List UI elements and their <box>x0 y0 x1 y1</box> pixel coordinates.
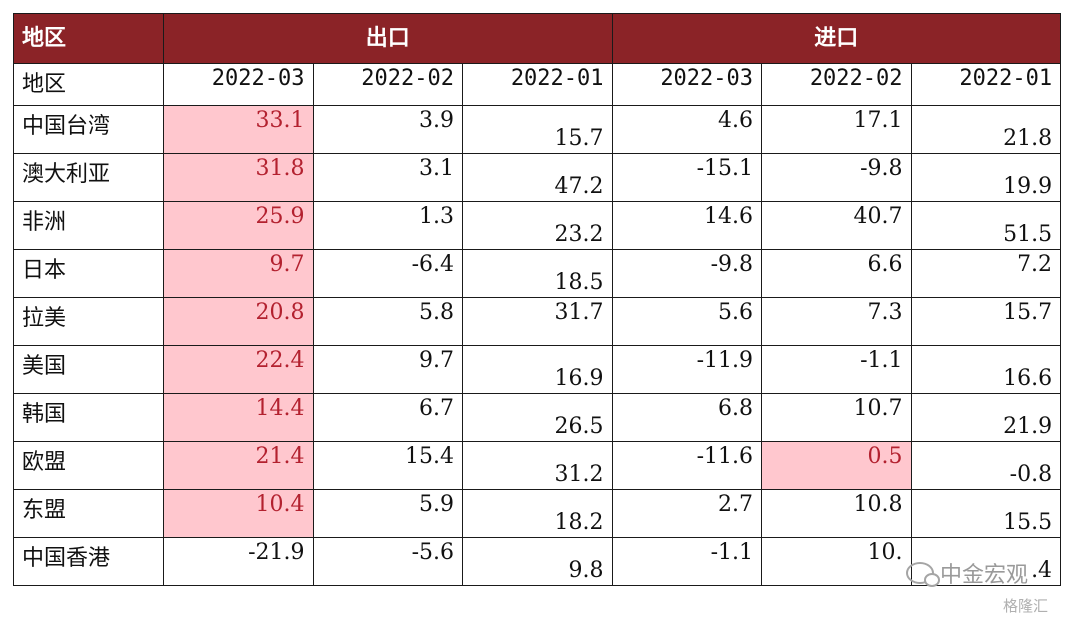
value-cell: 26.5 <box>462 393 613 442</box>
table-row: 韩国 14.4 6.7 26.5 6.8 10.7 21.9 <box>13 393 1062 442</box>
table-row: 拉美 20.8 5.8 31.7 5.6 7.3 15.7 <box>13 297 1062 346</box>
region-cell: 非洲 <box>13 201 164 250</box>
value-cell: 15.7 <box>462 105 613 154</box>
table-row: 日本 9.7 -6.4 18.5 -9.8 6.6 7.2 <box>13 249 1062 298</box>
value-cell: 10.7 <box>761 393 912 442</box>
value-cell: 10. <box>761 537 912 586</box>
value-cell: 4.6 <box>611 105 763 154</box>
value-cell: 18.2 <box>462 489 613 538</box>
header-region: 地区 <box>13 13 164 64</box>
value-cell: 19.9 <box>910 153 1062 202</box>
value-cell: 47.2 <box>462 153 613 202</box>
value-cell: 22.4 <box>163 345 314 394</box>
subheader-row: 地区 2022-03 2022-02 2022-01 2022-03 2022-… <box>13 63 1062 106</box>
region-cell: 欧盟 <box>13 441 164 490</box>
value-cell: 0.5 <box>761 441 912 490</box>
table-row: 美国 22.4 9.7 16.9 -11.9 -1.1 16.6 <box>13 345 1062 394</box>
subheader-date: 2022-03 <box>163 63 314 106</box>
value-cell: 10.8 <box>761 489 912 538</box>
value-cell: 6.6 <box>761 249 912 298</box>
value-cell: 7.3 <box>761 297 912 346</box>
value-cell: 16.9 <box>462 345 613 394</box>
value-cell: -9.8 <box>761 153 912 202</box>
subheader-date: 2022-02 <box>312 63 463 106</box>
region-cell: 东盟 <box>13 489 164 538</box>
table-row: 东盟 10.4 5.9 18.2 2.7 10.8 15.5 <box>13 489 1062 538</box>
subheader-region: 地区 <box>13 63 164 106</box>
region-cell: 日本 <box>13 249 164 298</box>
value-cell: 7.2 <box>910 249 1062 298</box>
value-cell: 18.5 <box>462 249 613 298</box>
value-cell: .4 <box>910 537 1062 586</box>
table-row: 中国香港 -21.9 -5.6 9.8 -1.1 10. .4 <box>13 537 1062 586</box>
data-table-container: 地区 出口 进口 地区 2022-03 2022-02 2022-01 2022… <box>13 13 1062 586</box>
value-cell: 31.8 <box>163 153 314 202</box>
value-cell: -1.1 <box>611 537 763 586</box>
table-row: 欧盟 21.4 15.4 31.2 -11.6 0.5 -0.8 <box>13 441 1062 490</box>
table-row: 非洲 25.9 1.3 23.2 14.6 40.7 51.5 <box>13 201 1062 250</box>
value-cell: -1.1 <box>761 345 912 394</box>
region-cell: 拉美 <box>13 297 164 346</box>
region-cell: 澳大利亚 <box>13 153 164 202</box>
table-row: 澳大利亚 31.8 3.1 47.2 -15.1 -9.8 19.9 <box>13 153 1062 202</box>
value-cell: 10.4 <box>163 489 314 538</box>
value-cell: 15.4 <box>312 441 463 490</box>
value-cell: -0.8 <box>910 441 1062 490</box>
value-cell: 9.7 <box>163 249 314 298</box>
value-cell: -11.9 <box>611 345 763 394</box>
value-cell: 21.8 <box>910 105 1062 154</box>
value-cell: 14.4 <box>163 393 314 442</box>
value-cell: 23.2 <box>462 201 613 250</box>
region-cell: 中国香港 <box>13 537 164 586</box>
value-cell: 2.7 <box>611 489 763 538</box>
value-cell: 5.6 <box>611 297 763 346</box>
header-row: 地区 出口 进口 <box>13 13 1062 64</box>
value-cell: 15.7 <box>910 297 1062 346</box>
value-cell: -5.6 <box>312 537 463 586</box>
value-cell: 9.7 <box>312 345 463 394</box>
value-cell: -15.1 <box>611 153 763 202</box>
subheader-date: 2022-01 <box>462 63 613 106</box>
value-cell: 17.1 <box>761 105 912 154</box>
value-cell: 40.7 <box>761 201 912 250</box>
value-cell: -11.6 <box>611 441 763 490</box>
value-cell: 9.8 <box>462 537 613 586</box>
value-cell: 6.7 <box>312 393 463 442</box>
table-row: 中国台湾 33.1 3.9 15.7 4.6 17.1 21.8 <box>13 105 1062 154</box>
value-cell: 20.8 <box>163 297 314 346</box>
trade-growth-table: 地区 出口 进口 地区 2022-03 2022-02 2022-01 2022… <box>13 13 1062 586</box>
region-cell: 中国台湾 <box>13 105 164 154</box>
value-cell: -21.9 <box>163 537 314 586</box>
subheader-date: 2022-01 <box>910 63 1062 106</box>
watermark-logo-text: 格隆汇 <box>1003 597 1049 615</box>
value-cell: 6.8 <box>611 393 763 442</box>
value-cell: 15.5 <box>910 489 1062 538</box>
subheader-date: 2022-02 <box>761 63 912 106</box>
value-cell: 31.7 <box>462 297 613 346</box>
header-import: 进口 <box>611 13 1062 64</box>
region-cell: 韩国 <box>13 393 164 442</box>
header-export: 出口 <box>163 13 613 64</box>
value-cell: 33.1 <box>163 105 314 154</box>
value-cell: 14.6 <box>611 201 763 250</box>
value-cell: -9.8 <box>611 249 763 298</box>
value-cell: 5.8 <box>312 297 463 346</box>
value-cell: 3.1 <box>312 153 463 202</box>
value-cell: 21.9 <box>910 393 1062 442</box>
value-cell: -6.4 <box>312 249 463 298</box>
value-cell: 3.9 <box>312 105 463 154</box>
value-cell: 31.2 <box>462 441 613 490</box>
value-cell: 16.6 <box>910 345 1062 394</box>
value-cell: 1.3 <box>312 201 463 250</box>
value-cell: 21.4 <box>163 441 314 490</box>
subheader-date: 2022-03 <box>611 63 763 106</box>
region-cell: 美国 <box>13 345 164 394</box>
value-cell: 25.9 <box>163 201 314 250</box>
value-cell: 5.9 <box>312 489 463 538</box>
value-cell: 51.5 <box>910 201 1062 250</box>
